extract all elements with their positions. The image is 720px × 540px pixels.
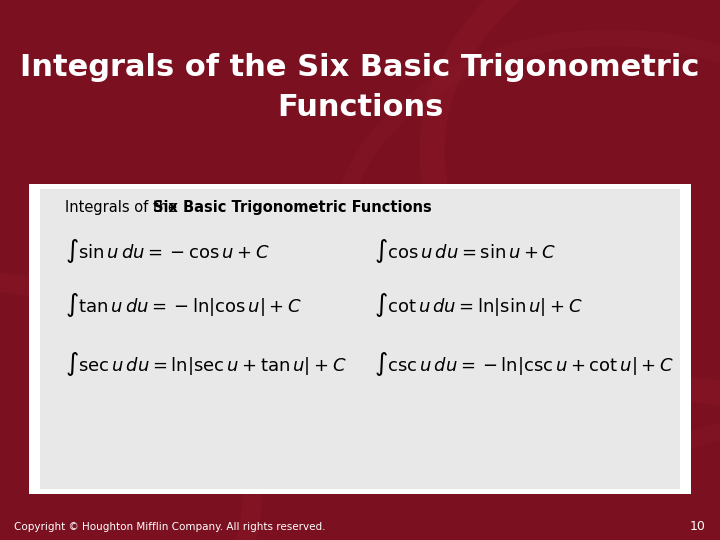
Text: Integrals of the: Integrals of the (65, 200, 181, 215)
Text: Copyright © Houghton Mifflin Company. All rights reserved.: Copyright © Houghton Mifflin Company. Al… (14, 522, 326, 531)
FancyBboxPatch shape (29, 184, 691, 494)
FancyBboxPatch shape (40, 189, 680, 489)
Text: Integrals of the Six Basic Trigonometric: Integrals of the Six Basic Trigonometric (20, 53, 700, 82)
Text: Functions: Functions (276, 93, 444, 123)
Text: $\int \sec u\, du = \ln|\sec u + \tan u| + C$: $\int \sec u\, du = \ln|\sec u + \tan u|… (65, 350, 346, 379)
Text: $\int \sin u\, du = -\cos u + C$: $\int \sin u\, du = -\cos u + C$ (65, 237, 269, 265)
Text: Six Basic Trigonometric Functions: Six Basic Trigonometric Functions (153, 200, 431, 215)
Text: $\int \tan u\, du = -\ln|\cos u| + C$: $\int \tan u\, du = -\ln|\cos u| + C$ (65, 291, 302, 319)
Text: $\int \csc u\, du = -\ln|\csc u + \cot u| + C$: $\int \csc u\, du = -\ln|\csc u + \cot u… (374, 350, 674, 379)
Text: $\int \cot u\, du = \ln|\sin u| + C$: $\int \cot u\, du = \ln|\sin u| + C$ (374, 291, 583, 319)
Text: $\int \cos u\, du = \sin u + C$: $\int \cos u\, du = \sin u + C$ (374, 237, 557, 265)
Text: 10: 10 (690, 520, 706, 533)
